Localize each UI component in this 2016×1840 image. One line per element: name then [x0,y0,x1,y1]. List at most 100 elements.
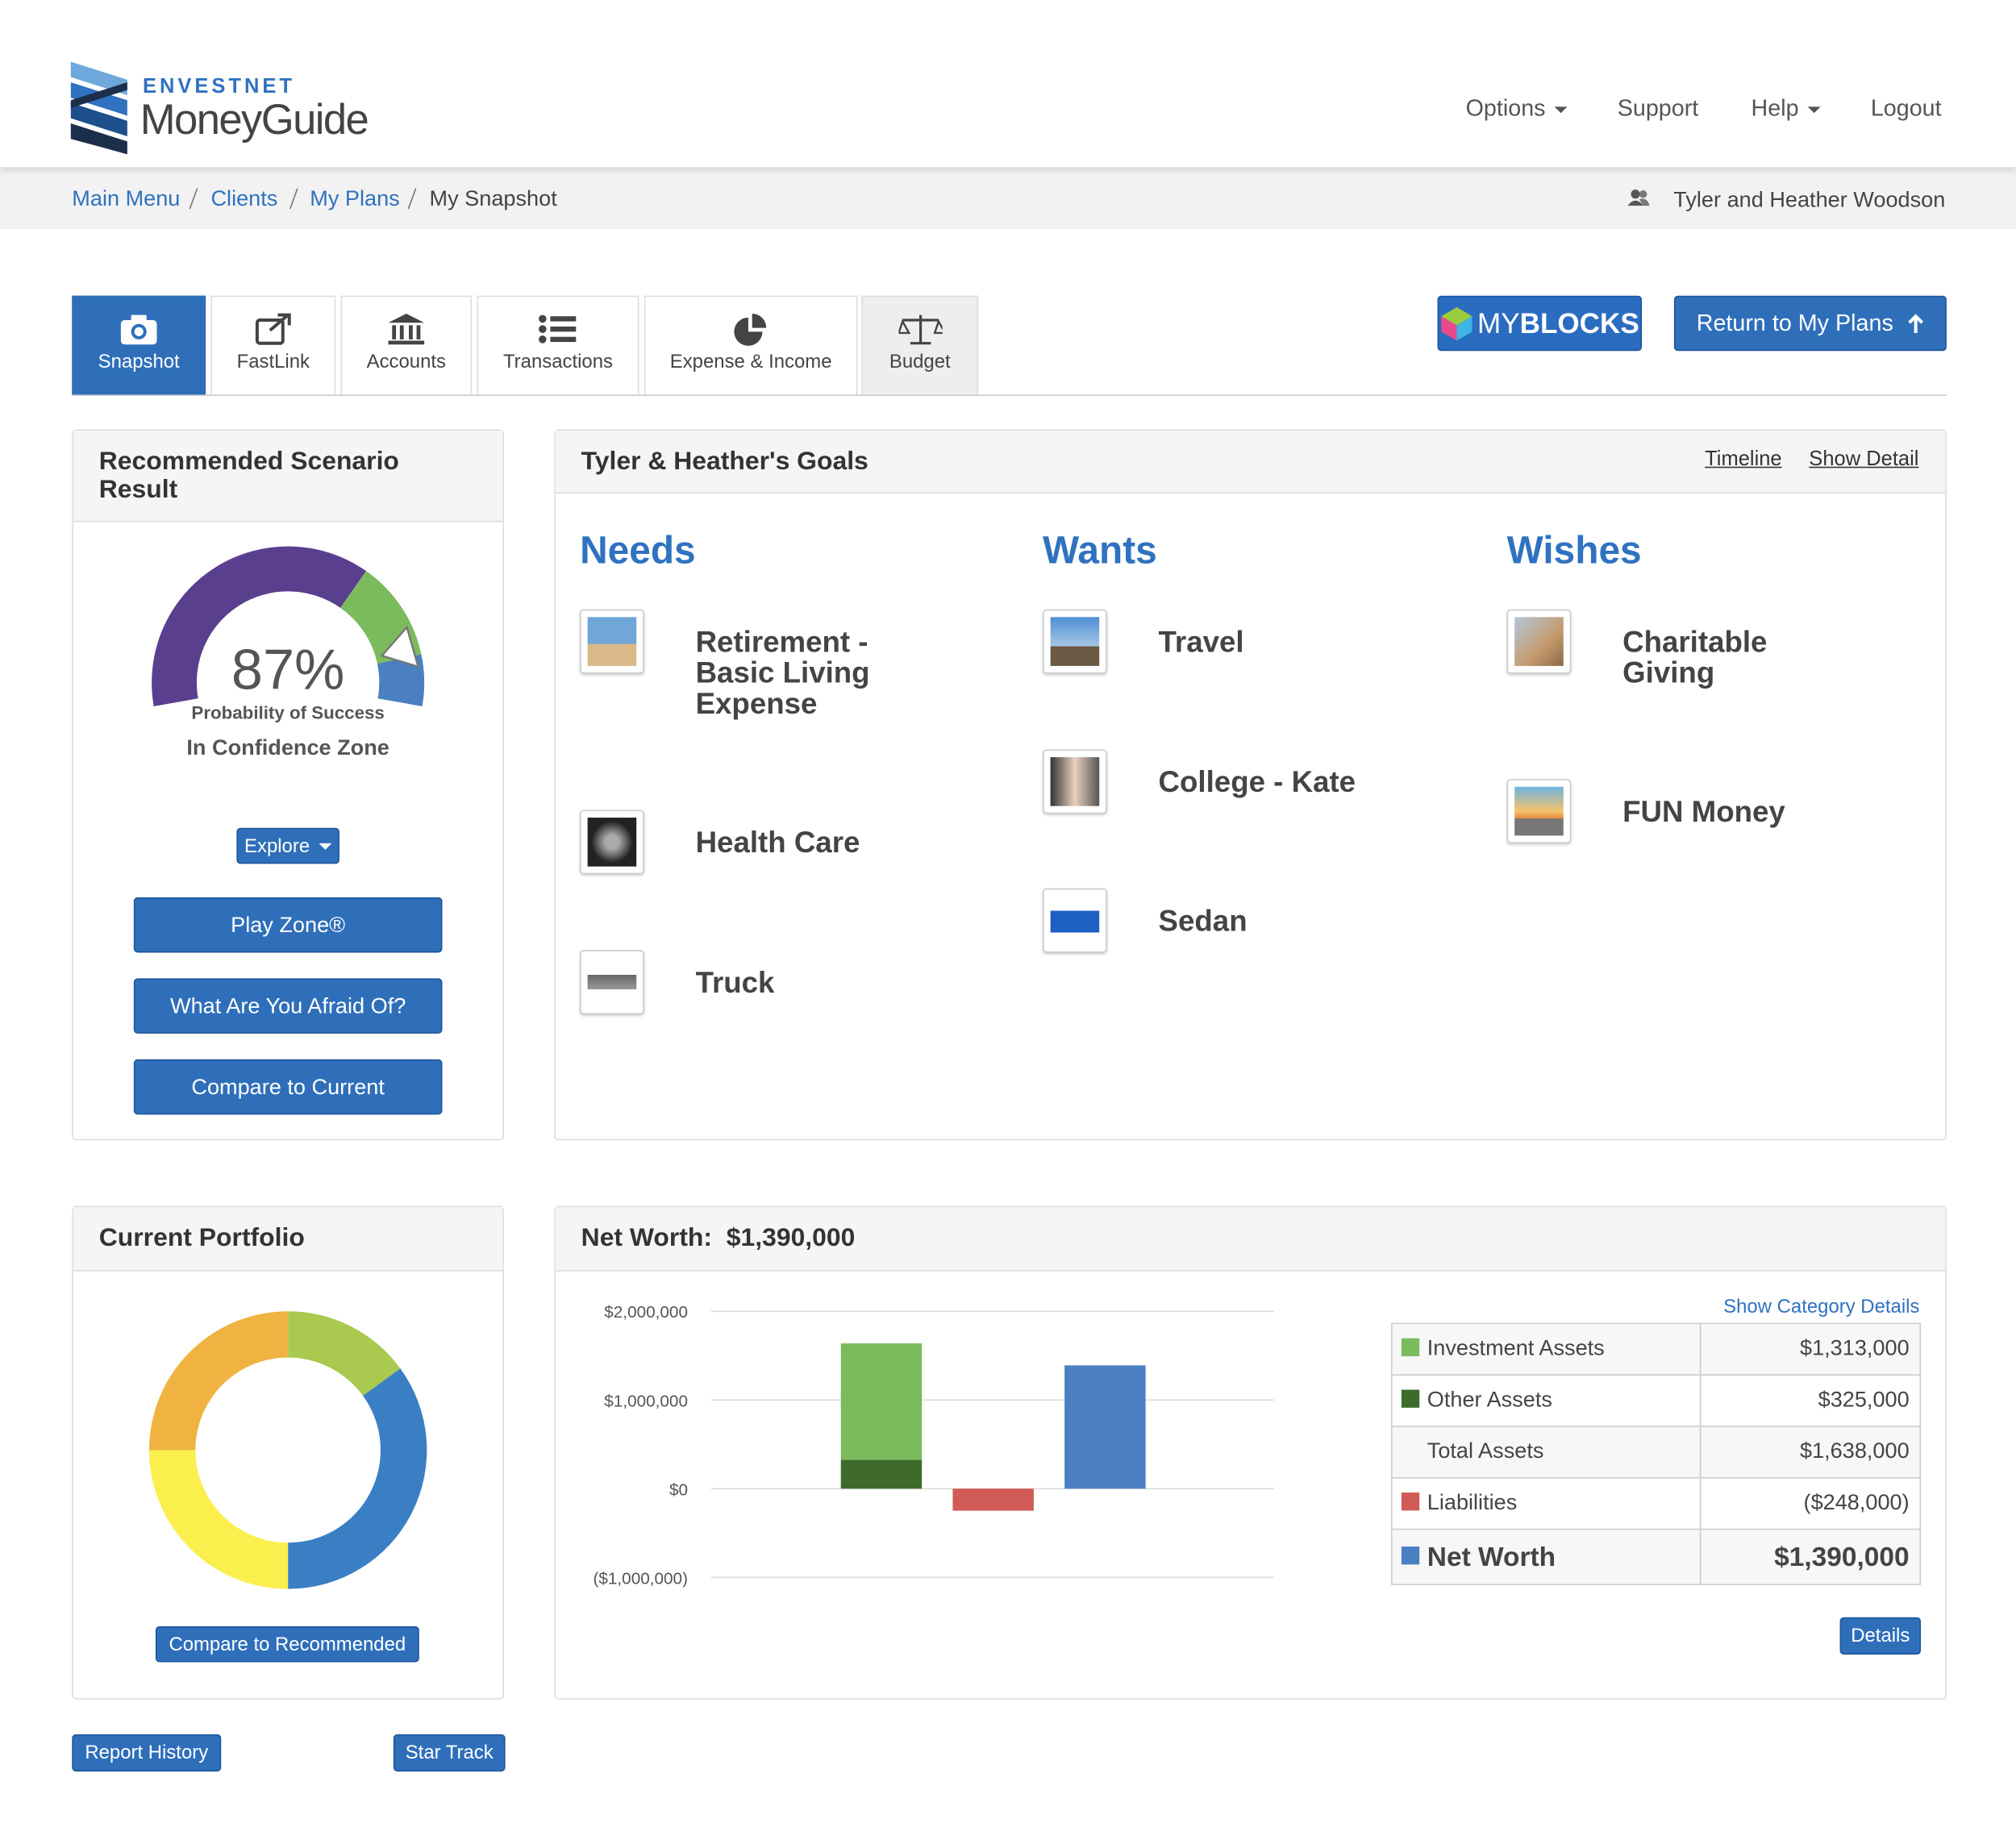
goal-icon[interactable] [1043,749,1107,814]
tab[interactable]: FastLink [210,295,336,395]
explore-button[interactable]: Explore [236,827,339,864]
panel-header [555,431,1946,494]
category-link[interactable]: Show Category Details [1723,1296,1920,1318]
goal[interactable]: Truck [695,965,775,999]
goals-panel: Tyler & Heather's Goals Timeline Show De… [554,429,1947,1141]
myblocks-icon [1441,306,1472,340]
goal[interactable]: College - Kate [1158,764,1356,799]
scenario-panel: Recommended Scenario Result [72,429,505,1141]
goal[interactable]: Charitable Giving [1622,624,1768,689]
table-row: Total Assets $1,638,000 [1392,1426,1920,1477]
breadcrumb-current: My Snapshot [429,186,557,211]
tab-icon [734,314,767,346]
goal-icon[interactable] [1506,779,1572,843]
nav-support[interactable]: Support [1617,94,1699,121]
nav-help[interactable]: Help [1752,95,1821,122]
tab[interactable]: Transactions [477,295,639,395]
tab-icon [539,314,577,343]
row-name: Liabilities [1427,1489,1518,1515]
goal[interactable]: Health Care [695,825,860,860]
tab[interactable]: Expense & Income [644,295,858,395]
tab-icon [120,314,157,345]
nav-label[interactable]: Options [1465,94,1546,121]
column-rule [1699,1426,1702,1477]
action-button[interactable]: Compare to Current [133,1059,443,1115]
logo-mark [70,61,127,155]
tab-label[interactable]: Expense & Income [669,351,832,373]
breadcrumb-link[interactable]: Clients [210,186,278,211]
action-button[interactable]: What Are You Afraid Of? [133,978,443,1034]
row-value: ($248,000) [1803,1489,1910,1515]
compare-button[interactable]: Compare to Recommended [155,1626,419,1663]
tab-label[interactable]: Accounts [366,351,447,373]
table-row: Net Worth $1,390,000 [1392,1528,1920,1584]
table-row: Liabilities ($248,000) [1392,1476,1920,1529]
tab-label[interactable]: Snapshot [98,351,180,373]
nav-logout[interactable]: Logout [1870,94,1942,121]
myblocks-prefix[interactable]: MY [1477,306,1520,339]
brand-top: ENVESTNET [142,76,295,98]
net-worth-title: Net Worth: [581,1223,713,1252]
panel-title: Tyler & Heather's Goals [581,447,868,476]
button-label[interactable]: Explore [244,835,310,857]
brand: MoneyGuide [140,94,369,143]
goal-group: Wishes [1506,529,1642,572]
breadcrumb-link[interactable]: My Plans [310,186,400,211]
goal-icon[interactable] [1043,888,1107,953]
legend-swatch [1401,1389,1420,1408]
goal-group: Needs [580,529,696,572]
goal[interactable]: FUN Money [1622,794,1785,828]
tab-label[interactable]: Budget [889,351,951,373]
breadcrumb-bar [0,167,2016,229]
probability: 87% [231,639,345,702]
action-button[interactable]: Play Zone® [133,897,443,953]
column-rule [1699,1375,1702,1426]
goal[interactable]: Travel [1158,624,1244,659]
zone: In Confidence Zone [186,735,389,760]
return-button[interactable]: Return to My Plans [1673,295,1947,352]
row-name: Investment Assets [1427,1335,1605,1360]
goal-icon[interactable] [1043,609,1107,674]
goal-icon[interactable] [580,810,644,875]
goal-icon[interactable] [1506,609,1572,674]
star-track-button[interactable]: Star Track [393,1734,506,1772]
gauge-caption: Probability of Success [191,701,385,723]
tab[interactable]: Budget [861,295,979,395]
panel-title: Net Worth: $1,390,000 [581,1224,856,1254]
column-rule [1699,1478,1702,1529]
timeline-link[interactable]: Timeline [1705,448,1782,471]
row-name: Other Assets [1427,1387,1552,1412]
goal-icon[interactable] [580,950,644,1014]
tab-label[interactable]: Transactions [502,351,613,373]
goal[interactable]: Sedan [1158,903,1248,938]
tab-icon [388,314,425,345]
row-value: $325,000 [1818,1387,1910,1412]
details-button[interactable]: Details [1839,1617,1922,1655]
row-name: Total Assets [1427,1438,1544,1463]
tab[interactable]: Accounts [340,295,473,395]
myblocks-button[interactable]: MY BLOCKS [1437,295,1643,352]
tab-label[interactable]: FastLink [236,351,310,373]
nav-label[interactable]: Help [1751,94,1799,121]
row-value: $1,390,000 [1774,1542,1910,1572]
column-rule [1699,1324,1702,1375]
myblocks-label[interactable]: BLOCKS [1519,306,1639,339]
report-history-button[interactable]: Report History [72,1734,222,1772]
tab-active[interactable]: Snapshot [72,295,206,395]
breadcrumb-link[interactable]: Main Menu [72,186,181,211]
nav-options[interactable]: Options [1466,95,1568,122]
client-name: Tyler and Heather Woodson [1673,187,1946,213]
panel-title: Recommended Scenario Result [98,447,399,505]
table-row: Other Assets $325,000 [1392,1374,1920,1426]
goal-group: Wants [1043,529,1157,572]
row-value: $1,313,000 [1799,1335,1910,1360]
goal-icon[interactable] [580,609,644,674]
row-name: Net Worth [1427,1542,1556,1572]
tab-rule [72,394,1947,397]
detail-link[interactable]: Show Detail [1809,448,1919,471]
goal[interactable]: Retirement - Basic Living Expense [695,624,870,720]
return-icon [1907,313,1923,333]
button-label[interactable]: Return to My Plans [1696,310,1893,336]
tab-icon [898,314,942,345]
